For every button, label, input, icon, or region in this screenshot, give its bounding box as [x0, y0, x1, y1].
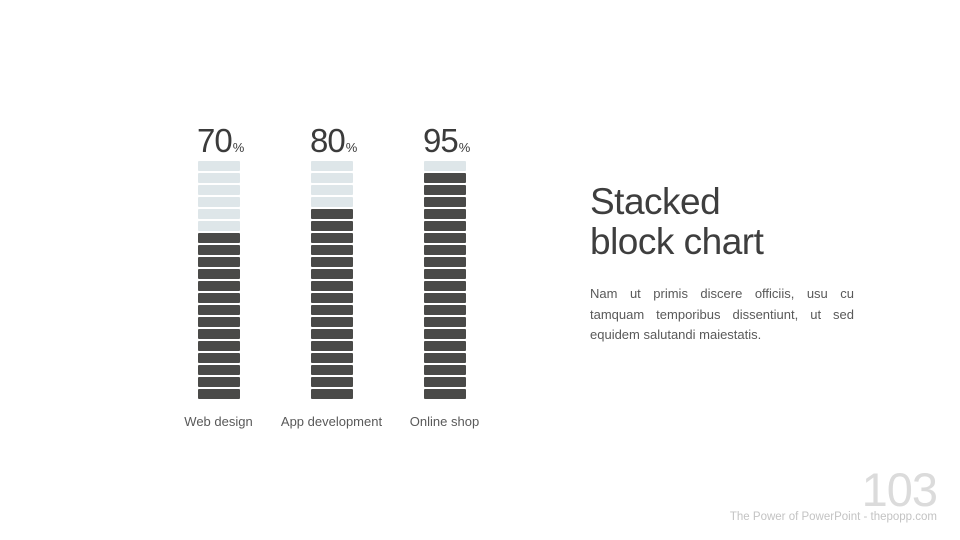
block-filled [310, 341, 353, 351]
percent-sign: % [345, 140, 358, 155]
block-filled [310, 257, 353, 267]
block-filled [197, 257, 240, 267]
block-filled [197, 341, 240, 351]
block-empty [310, 185, 353, 195]
block-empty [310, 173, 353, 183]
bar-value-number: 80 [310, 122, 346, 159]
block-filled [310, 317, 353, 327]
block-filled [197, 245, 240, 255]
chart-column: 70% Web design [162, 124, 275, 429]
block-filled [423, 317, 466, 327]
block-filled [197, 389, 240, 399]
block-empty [310, 197, 353, 207]
block-filled [310, 221, 353, 231]
block-filled [197, 329, 240, 339]
block-empty [197, 209, 240, 219]
block-empty [423, 161, 466, 171]
block-filled [310, 233, 353, 243]
block-filled [197, 317, 240, 327]
block-empty [197, 197, 240, 207]
block-filled [423, 305, 466, 315]
block-filled [423, 197, 466, 207]
percent-sign: % [458, 140, 471, 155]
bar-category-label: Web design [184, 414, 253, 429]
block-filled [423, 245, 466, 255]
block-empty [197, 161, 240, 171]
block-filled [197, 353, 240, 363]
block-filled [197, 377, 240, 387]
block-filled [423, 281, 466, 291]
block-filled [310, 245, 353, 255]
block-filled [423, 293, 466, 303]
bar-value-number: 95 [423, 122, 459, 159]
block-filled [423, 341, 466, 351]
block-filled [423, 173, 466, 183]
block-filled [423, 233, 466, 243]
chart-column: 80% App development [275, 124, 388, 429]
block-filled [310, 293, 353, 303]
page-number: 103 [861, 463, 938, 516]
block-empty [197, 185, 240, 195]
block-filled [423, 377, 466, 387]
block-filled [423, 257, 466, 267]
slide-title-line1: Stacked [590, 181, 721, 222]
block-filled [423, 365, 466, 375]
block-filled [197, 269, 240, 279]
block-filled [197, 365, 240, 375]
block-filled [197, 233, 240, 243]
block-filled [423, 209, 466, 219]
block-filled [310, 281, 353, 291]
stacked-block-chart: 70% Web design 80% App development 95% Online… [162, 124, 501, 429]
block-filled [423, 329, 466, 339]
block-empty [197, 173, 240, 183]
bar-blocks [197, 161, 240, 399]
block-filled [423, 353, 466, 363]
block-filled [310, 329, 353, 339]
slide-title: Stacked block chart [590, 181, 764, 262]
block-filled [310, 305, 353, 315]
slide-body-text: Nam ut primis discere officiis, usu cu t… [590, 286, 854, 342]
block-filled [197, 305, 240, 315]
bar-category-label: Online shop [409, 414, 480, 429]
chart-column: 95% Online shop [388, 124, 501, 429]
block-filled [310, 353, 353, 363]
block-filled [310, 209, 353, 219]
slide-title-line2: block chart [590, 221, 764, 262]
bar-blocks [310, 161, 353, 399]
block-filled [423, 221, 466, 231]
percent-sign: % [232, 140, 245, 155]
bar-value-label: 95% [388, 124, 501, 161]
bar-category-label: App development [280, 414, 383, 429]
block-filled [423, 389, 466, 399]
block-filled [423, 269, 466, 279]
bar-value-number: 70 [197, 122, 233, 159]
bar-value-label: 70% [162, 124, 275, 161]
block-filled [197, 293, 240, 303]
block-filled [310, 377, 353, 387]
block-empty [197, 221, 240, 231]
bar-value-label: 80% [275, 124, 388, 161]
block-filled [423, 185, 466, 195]
block-filled [310, 269, 353, 279]
bar-blocks [423, 161, 466, 399]
block-empty [310, 161, 353, 171]
block-filled [310, 389, 353, 399]
block-filled [310, 365, 353, 375]
footer-credit: The Power of PowerPoint - thepopp.com [729, 511, 937, 523]
block-filled [197, 281, 240, 291]
